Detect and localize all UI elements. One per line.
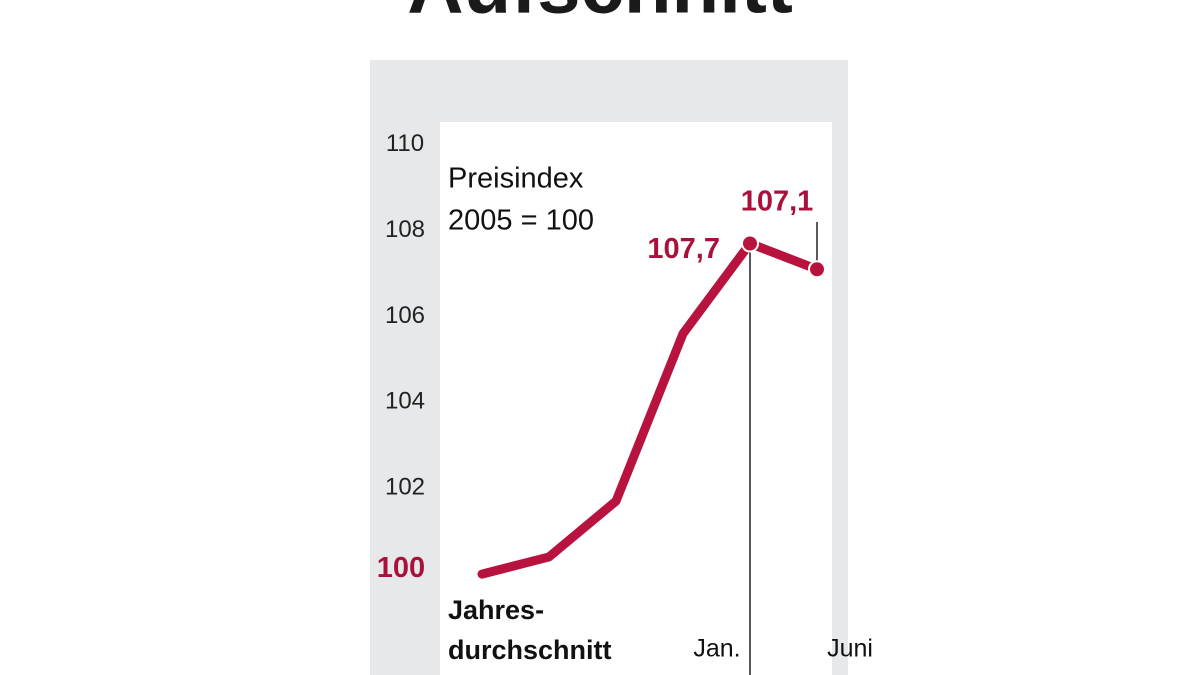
annotation: Preisindex (448, 163, 584, 195)
y-tick-label: 104 (385, 388, 425, 415)
point (808, 260, 826, 279)
value-label: 107,1 (741, 186, 814, 218)
chart-title: Aufschnitt (407, 0, 793, 30)
x-tick-label: durchschnitt (448, 635, 612, 665)
y-tick-label: 106 (385, 302, 425, 329)
x-tick-label: Jan. (693, 635, 740, 663)
y-tick-label: 110 (386, 130, 424, 157)
x-tick-label: Juni (827, 635, 873, 663)
value-label: 107,7 (647, 233, 720, 265)
y-tick-label: 102 (385, 474, 425, 501)
value-label: 100 (377, 552, 425, 584)
annotation: 2005 = 100 (448, 205, 594, 237)
x-tick-label: Jahres- (448, 595, 544, 625)
point (741, 234, 759, 253)
plot-area (440, 122, 832, 675)
line (477, 239, 822, 579)
y-tick-label: 108 (385, 216, 425, 243)
